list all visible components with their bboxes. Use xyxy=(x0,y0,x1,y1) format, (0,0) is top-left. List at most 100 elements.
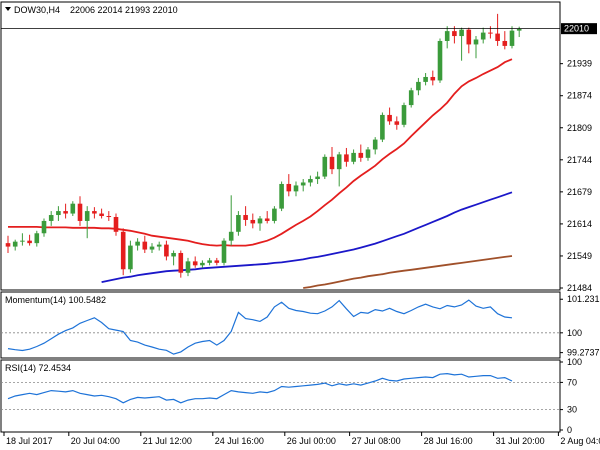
candle xyxy=(452,26,457,44)
candle xyxy=(228,195,234,246)
momentum-axis: 101.2312 100 99.2737 xyxy=(560,294,600,358)
candle-body xyxy=(207,260,212,263)
candle-body xyxy=(264,218,270,221)
candle-body xyxy=(394,121,400,125)
candle-body xyxy=(322,156,328,177)
candle-body xyxy=(12,241,18,247)
candlesticks xyxy=(5,13,522,278)
price-tick-label: 21809 xyxy=(567,123,592,133)
candle xyxy=(106,211,112,221)
candle xyxy=(430,70,436,86)
candle xyxy=(351,149,356,165)
candle-body xyxy=(92,211,97,214)
candle xyxy=(56,206,61,221)
candle-body xyxy=(120,231,126,270)
candle-body xyxy=(178,252,184,273)
candle xyxy=(92,207,97,219)
candle-body xyxy=(473,39,479,45)
candle xyxy=(279,181,284,212)
moving-average-line-2 xyxy=(101,191,513,283)
candle-body xyxy=(228,231,234,241)
candle xyxy=(264,211,270,224)
candle xyxy=(70,201,76,217)
time-tick-label: 26 Jul 00:00 xyxy=(287,436,336,446)
candle xyxy=(99,208,104,219)
candle-body xyxy=(358,152,364,158)
momentum-indicator xyxy=(1,299,560,355)
candle xyxy=(221,238,227,266)
candle-body xyxy=(300,182,306,186)
candle-body xyxy=(243,215,248,220)
candle-body xyxy=(480,32,486,40)
momentum-panel-frame xyxy=(0,291,561,359)
candle-body xyxy=(142,241,148,250)
candle xyxy=(135,238,140,251)
candle-body xyxy=(250,219,256,224)
candle-body xyxy=(84,211,90,221)
candle-body xyxy=(351,152,356,162)
candle-body xyxy=(20,240,25,242)
price-axis: 21939 21874 21809 21744 21679 21614 21549 21484 xyxy=(560,59,592,293)
candle-body xyxy=(380,114,385,140)
moving-average-line-1 xyxy=(8,58,513,247)
candle xyxy=(20,233,25,246)
candle-body xyxy=(279,183,284,209)
candle-body xyxy=(315,176,320,180)
current-price-tag xyxy=(561,23,597,35)
candle-body xyxy=(200,262,205,266)
candle-body xyxy=(401,105,407,125)
candle xyxy=(200,260,205,268)
dropdown-triangle-icon[interactable] xyxy=(5,7,11,11)
candle xyxy=(329,146,335,175)
price-tick-label: 21874 xyxy=(567,91,592,101)
current-price-label: 22010 xyxy=(564,24,589,34)
candle xyxy=(444,26,450,49)
candle-body xyxy=(106,216,112,218)
rsi-indicator xyxy=(1,372,560,411)
rsi-axis: 100 70 30 0 xyxy=(560,357,582,435)
candle-body xyxy=(135,241,140,246)
candle xyxy=(156,241,162,251)
candle xyxy=(322,154,328,180)
candle xyxy=(344,147,349,167)
price-tick-label: 21939 xyxy=(567,59,592,69)
candle-body xyxy=(509,30,515,46)
candle-body xyxy=(516,28,522,31)
candle-body xyxy=(365,149,371,158)
candle-body xyxy=(408,90,414,106)
candle-body xyxy=(164,244,169,257)
candle xyxy=(394,116,400,130)
candle xyxy=(128,240,133,273)
candle-body xyxy=(27,240,32,244)
candle-body xyxy=(56,211,61,216)
candle-body xyxy=(308,179,313,183)
candle-body xyxy=(466,29,472,45)
time-tick-label: 18 Jul 2017 xyxy=(6,436,53,446)
rsi-tick-label: 100 xyxy=(567,357,582,367)
candle xyxy=(387,107,392,125)
candle xyxy=(113,213,119,236)
time-tick-label: 24 Jul 16:00 xyxy=(215,436,264,446)
candle xyxy=(178,250,184,278)
candle xyxy=(300,179,306,192)
momentum-tick-label: 101.2312 xyxy=(567,294,600,304)
candle xyxy=(509,26,515,49)
candle xyxy=(236,211,241,236)
candle xyxy=(63,203,68,219)
candle xyxy=(466,27,472,54)
candle xyxy=(120,228,126,276)
candle xyxy=(5,235,11,253)
candle-body xyxy=(495,33,500,41)
time-tick-label: 31 Jul 20:00 xyxy=(496,436,545,446)
candle-body xyxy=(430,76,436,81)
price-tick-label: 21679 xyxy=(567,187,592,197)
candle-body xyxy=(437,40,443,81)
momentum-line xyxy=(7,299,513,355)
candle xyxy=(164,240,169,261)
rsi-title: RSI(14) 72.4534 xyxy=(5,363,71,373)
candle-body xyxy=(329,156,335,170)
candle-body xyxy=(48,215,54,221)
candle xyxy=(480,27,486,44)
